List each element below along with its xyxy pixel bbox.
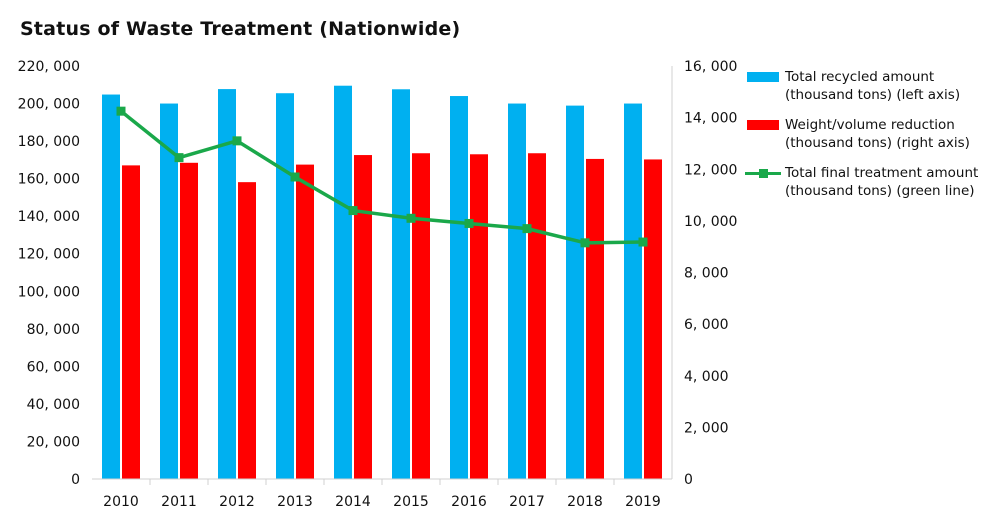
bar-recycled-2012 <box>218 89 236 479</box>
point-final-2019 <box>638 237 648 247</box>
bar-reduction-2010 <box>122 165 140 480</box>
right-tick-label: 10, 000 <box>684 214 737 230</box>
bar-reduction-2018 <box>586 158 604 480</box>
line-series-group <box>116 106 648 248</box>
bar-reduction-2011 <box>180 162 198 479</box>
legend-label-recycled-line2: (thousand tons) (left axis) <box>785 87 961 103</box>
point-final-2012 <box>232 136 242 146</box>
legend-label-reduction-line2: (thousand tons) (right axis) <box>785 135 970 151</box>
x-tick-label: 2018 <box>567 494 603 510</box>
bar-reduction-2015 <box>412 153 430 479</box>
left-tick-label: 200, 000 <box>18 97 80 113</box>
point-final-2010 <box>116 106 126 116</box>
bar-recycled-2013 <box>276 93 294 479</box>
left-tick-label: 180, 000 <box>18 134 80 150</box>
left-tick-label: 80, 000 <box>27 322 80 338</box>
bar-recycled-2016 <box>450 96 468 479</box>
x-tick-label: 2010 <box>103 494 139 510</box>
x-tick-label: 2016 <box>451 494 487 510</box>
bar-reduction-2016 <box>470 154 488 479</box>
bar-reduction-2017 <box>528 153 546 479</box>
left-tick-label: 140, 000 <box>18 209 80 225</box>
legend-label-final-line2: (thousand tons) (green line) <box>785 183 975 199</box>
bar-reduction-2013 <box>296 164 314 479</box>
point-final-2011 <box>174 153 184 163</box>
x-tick-label: 2019 <box>625 494 661 510</box>
x-tick-label: 2015 <box>393 494 429 510</box>
bars-group <box>102 85 662 480</box>
line-final-treatment <box>119 109 644 245</box>
right-tick-label: 4, 000 <box>684 369 729 385</box>
bar-recycled-2010 <box>102 94 120 479</box>
left-tick-label: 100, 000 <box>18 284 80 300</box>
left-tick-label: 60, 000 <box>27 359 80 375</box>
point-final-2017 <box>522 224 532 234</box>
bar-reduction-2019 <box>644 159 662 479</box>
legend-label-final-line1: Total final treatment amount <box>785 165 979 181</box>
x-tick-label: 2013 <box>277 494 313 510</box>
point-final-2018 <box>580 238 590 248</box>
bar-recycled-2015 <box>392 89 410 479</box>
x-axis-ticks: 2010 2011 2012 2013 2014 2015 2016 2017 2018 2019 <box>103 494 661 510</box>
right-tick-label: 12, 000 <box>684 162 737 178</box>
bar-recycled-2014 <box>334 85 352 479</box>
left-tick-label: 160, 000 <box>18 172 80 188</box>
bar-recycled-2018 <box>566 105 584 480</box>
axes-group <box>92 66 673 485</box>
legend-swatch-reduction <box>747 120 779 130</box>
legend-marker-final <box>759 169 768 178</box>
right-tick-label: 8, 000 <box>684 266 729 282</box>
left-tick-label: 220, 000 <box>18 59 80 75</box>
bar-recycled-2011 <box>160 103 178 479</box>
bar-recycled-2017 <box>508 103 526 479</box>
left-tick-label: 20, 000 <box>27 434 80 450</box>
chart-title: Status of Waste Treatment (Nationwide) <box>20 18 461 40</box>
left-tick-label: 0 <box>71 472 80 488</box>
legend-swatch-recycled <box>747 72 779 82</box>
x-tick-label: 2011 <box>161 494 197 510</box>
x-tick-label: 2012 <box>219 494 255 510</box>
right-axis-ticks: 0 2, 000 4, 000 6, 000 8, 000 10, 000 12, 000 1… <box>684 59 737 488</box>
right-tick-label: 16, 000 <box>684 59 737 75</box>
point-final-2013 <box>290 172 300 182</box>
left-tick-label: 120, 000 <box>18 247 80 263</box>
right-tick-label: 2, 000 <box>684 420 729 436</box>
x-tick-label: 2017 <box>509 494 545 510</box>
legend-label-recycled-line1: Total recycled amount <box>785 69 935 85</box>
left-axis-ticks: 0 20, 000 40, 000 60, 000 80, 000 100, 000 120… <box>18 59 80 488</box>
legend-item-final: Total final treatment amount (thousand t… <box>745 164 995 200</box>
right-tick-label: 6, 000 <box>684 317 729 333</box>
right-tick-label: 14, 000 <box>684 111 737 127</box>
point-final-2014 <box>348 206 358 216</box>
left-tick-label: 40, 000 <box>27 397 80 413</box>
right-tick-label: 0 <box>684 472 693 488</box>
bar-reduction-2014 <box>354 155 372 479</box>
legend-label-reduction-line1: Weight/volume reduction <box>785 117 955 133</box>
bar-reduction-2012 <box>238 182 256 479</box>
legend: Total recycled amount (thousand tons) (l… <box>745 68 995 212</box>
legend-item-recycled: Total recycled amount (thousand tons) (l… <box>745 68 995 104</box>
legend-item-reduction: Weight/volume reduction (thousand tons) … <box>745 116 995 152</box>
point-final-2016 <box>464 218 474 228</box>
bar-recycled-2019 <box>624 103 642 479</box>
x-tick-label: 2014 <box>335 494 371 510</box>
point-final-2015 <box>406 213 416 223</box>
